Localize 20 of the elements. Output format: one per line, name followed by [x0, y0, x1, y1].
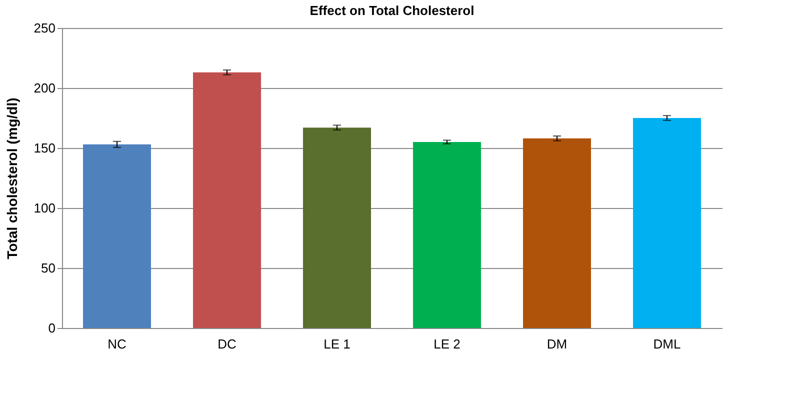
bar: [523, 138, 591, 328]
bar: [303, 128, 371, 328]
bar: [633, 118, 701, 328]
y-tick-label: 50: [41, 260, 56, 276]
x-tick-label: LE 2: [434, 336, 460, 352]
chart-title: Effect on Total Cholesterol: [310, 3, 474, 18]
y-tick-label: 250: [34, 20, 56, 36]
x-tick-label: DML: [653, 336, 681, 352]
bar: [193, 72, 261, 328]
y-tick-label: 100: [34, 200, 56, 216]
x-tick-label: LE 1: [324, 336, 350, 352]
bar: [413, 142, 481, 328]
y-tick-label: 0: [48, 320, 56, 336]
y-tick-label: 150: [34, 140, 56, 156]
bar: [83, 144, 151, 328]
x-tick-label: NC: [108, 336, 126, 352]
x-tick-label: DM: [546, 336, 568, 352]
y-tick-label: 200: [34, 80, 56, 96]
y-axis-title: Total cholesterol (mg/dl): [4, 98, 20, 260]
x-tick-label: DC: [218, 336, 236, 352]
